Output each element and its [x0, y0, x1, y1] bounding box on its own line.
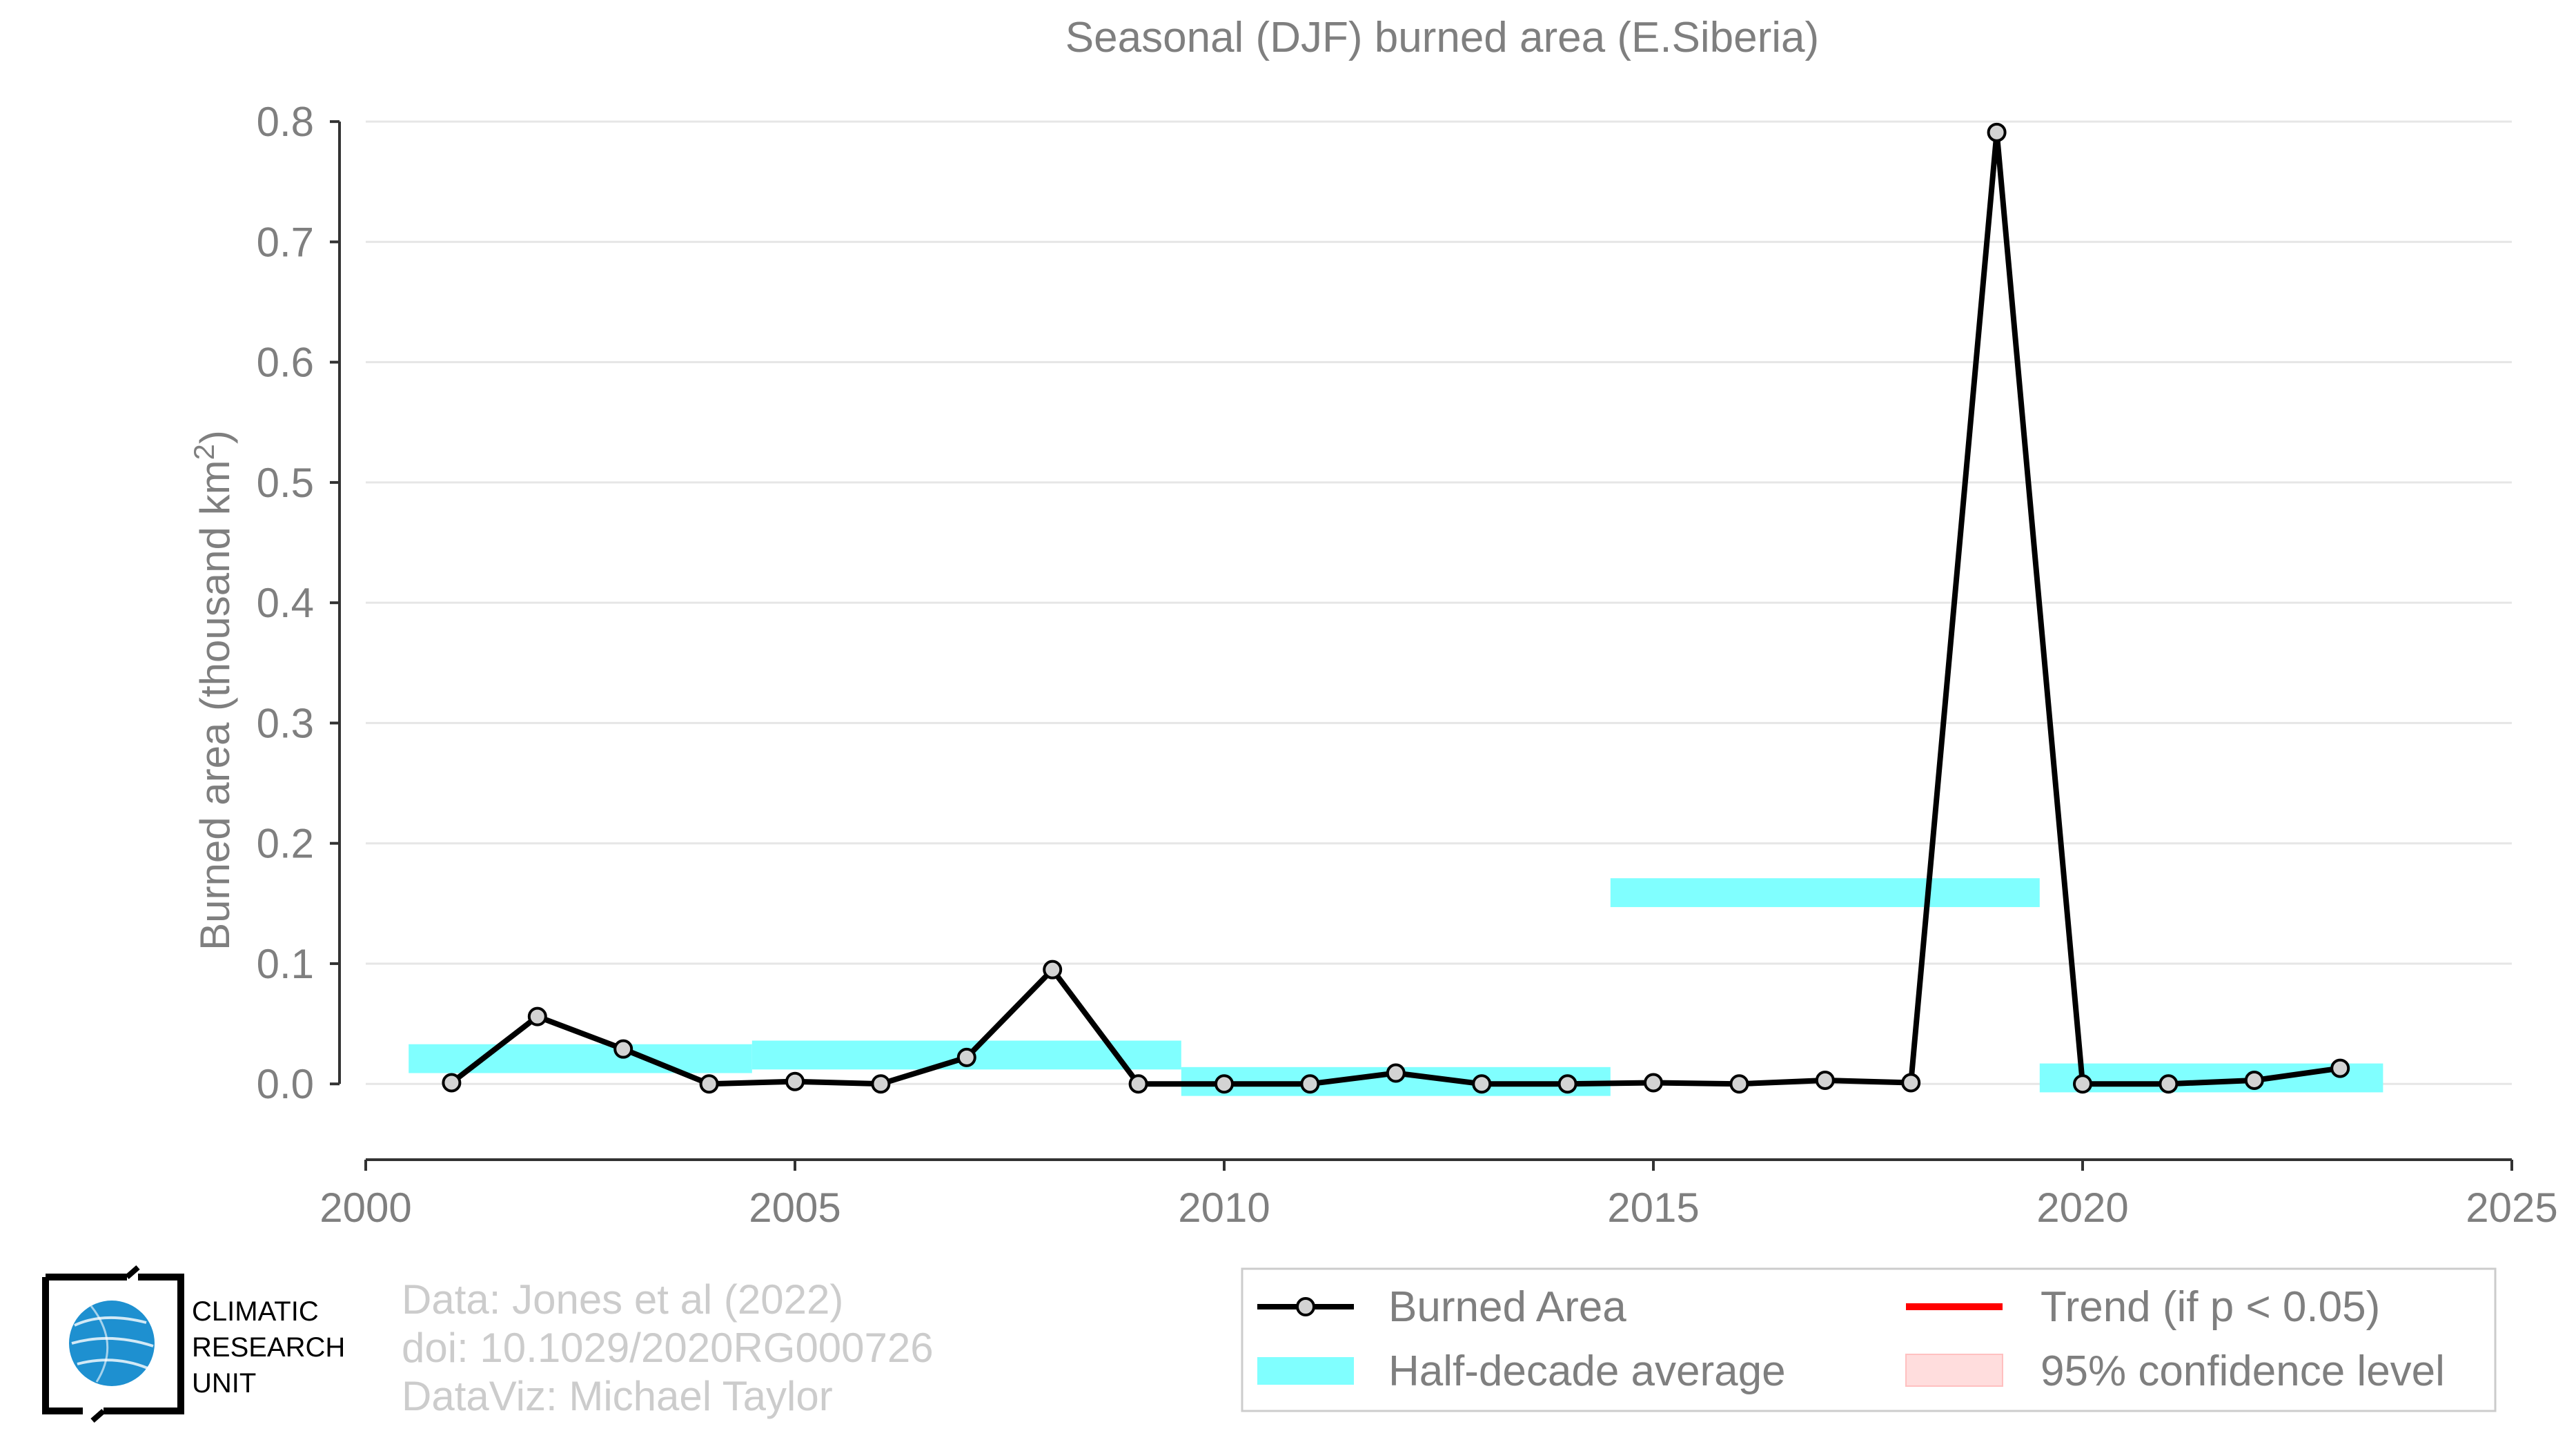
- burned-area-point: [2159, 1074, 2179, 1094]
- burned-area-line: [449, 129, 2341, 1087]
- y-tick-label: 0.1: [257, 941, 314, 987]
- burned-area-point: [785, 1071, 805, 1091]
- y-axis-label: Burned area (thousand km2): [188, 430, 238, 951]
- legend-confidence-swatch: [1905, 1354, 2003, 1387]
- credit-dataviz: DataViz: Michael Taylor: [402, 1373, 833, 1419]
- burned-area-point: [2244, 1070, 2264, 1090]
- logo-text-research: RESEARCH: [192, 1332, 345, 1363]
- x-tick-label: 2025: [2466, 1185, 2557, 1231]
- burned-area-point: [613, 1039, 633, 1059]
- x-tick-label: 2015: [1607, 1185, 1699, 1231]
- burned-area-point: [1815, 1070, 1835, 1090]
- axes: [330, 120, 2513, 1171]
- legend-half-decade-swatch: [1257, 1357, 1354, 1385]
- burned-area-point: [1472, 1074, 1492, 1094]
- x-tick-label: 2010: [1178, 1185, 1270, 1231]
- burned-area-point: [1987, 122, 2007, 142]
- legend-label-burned-area: Burned Area: [1388, 1283, 1626, 1331]
- logo-text-unit: UNIT: [192, 1368, 256, 1399]
- burned-area-point: [1901, 1073, 1921, 1093]
- logo-text-climatic: CLIMATIC: [192, 1296, 319, 1327]
- legend-label-confidence: 95% confidence level: [2041, 1347, 2445, 1395]
- y-tick-label: 0.0: [257, 1061, 314, 1107]
- burned-area-point: [1557, 1074, 1577, 1094]
- burned-area-point: [527, 1006, 547, 1026]
- burned-area-point: [956, 1047, 976, 1067]
- burned-area-point: [871, 1074, 891, 1094]
- y-tick-label: 0.5: [257, 460, 314, 506]
- burned-area-point: [1386, 1063, 1406, 1083]
- burned-area-point: [1644, 1073, 1663, 1093]
- legend: Burned Area Trend (if p < 0.05) Half-dec…: [1241, 1267, 2497, 1412]
- half-decade-band: [1610, 878, 2040, 908]
- y-tick-label: 0.4: [257, 580, 314, 626]
- legend-burned-area-marker: [1296, 1297, 1315, 1316]
- burned-area-point: [1729, 1074, 1749, 1094]
- half-decade-bands: [409, 878, 2383, 1096]
- credits: Data: Jones et al (2022) doi: 10.1029/20…: [402, 1276, 934, 1419]
- half-decade-band: [409, 1044, 752, 1073]
- x-tick-label: 2020: [2036, 1185, 2128, 1231]
- y-tick-label: 0.3: [257, 700, 314, 746]
- y-tick-label: 0.6: [257, 340, 314, 386]
- burned-area-point: [699, 1074, 719, 1094]
- burned-area-point: [1215, 1074, 1234, 1094]
- legend-label-trend: Trend (if p < 0.05): [2041, 1283, 2380, 1331]
- legend-box: [1241, 1267, 2497, 1412]
- globe-icon: [42, 1265, 184, 1423]
- y-tick-label: 0.7: [257, 219, 314, 265]
- x-tick-label: 2005: [749, 1185, 840, 1231]
- burned-area-point: [442, 1073, 462, 1093]
- cru-logo: CLIMATIC RESEARCH UNIT: [42, 1265, 345, 1423]
- burned-area-point: [1043, 960, 1063, 980]
- burned-area-point: [2330, 1058, 2350, 1078]
- tick-labels: 0.0 0.1 0.2 0.3 0.4 0.5 0.6 0.7 0.8 2000 2005 2010 2…: [257, 99, 2558, 1231]
- y-tick-label: 0.2: [257, 821, 314, 867]
- chart-title: Seasonal (DJF) burned area (E.Siberia): [1065, 14, 1819, 61]
- legend-label-half-decade: Half-decade average: [1388, 1347, 1786, 1395]
- grid-lines: [366, 120, 2512, 1085]
- burned-area-point: [1128, 1074, 1148, 1094]
- x-tick-label: 2000: [319, 1185, 411, 1231]
- burned-area-point: [2073, 1074, 2092, 1094]
- y-tick-label: 0.8: [257, 99, 314, 145]
- burned-area-point: [1300, 1074, 1320, 1094]
- credit-data-source: Data: Jones et al (2022): [402, 1276, 843, 1323]
- credit-doi: doi: 10.1029/2020RG000726: [402, 1325, 934, 1371]
- burned-area-series: [442, 122, 2350, 1094]
